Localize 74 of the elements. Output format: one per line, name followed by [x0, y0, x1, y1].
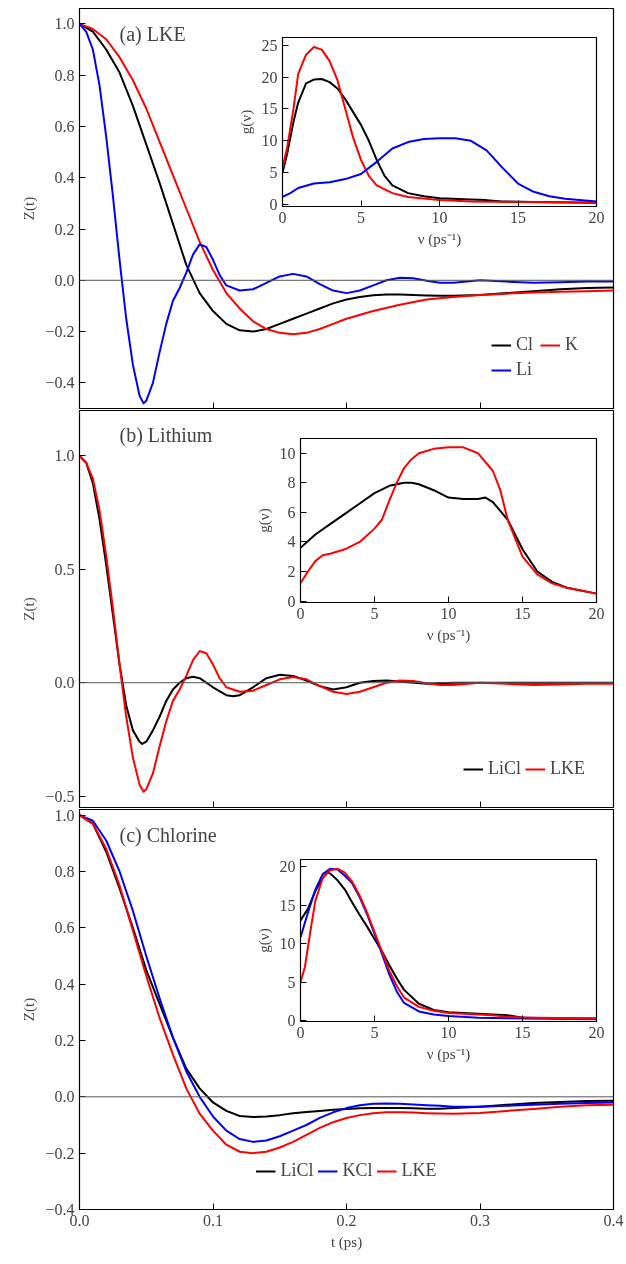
x-tick-label: 0.1 — [203, 1211, 223, 1229]
y-tick-label: 0.0 — [54, 271, 75, 289]
y-tick-label: 4 — [287, 533, 296, 551]
y-axis-title: g(ν) — [255, 928, 273, 953]
y-tick-label: 0.8 — [54, 66, 75, 84]
legend-label: Li — [516, 359, 533, 380]
y-tick-label: 10 — [279, 444, 296, 462]
legend-label: K — [565, 334, 579, 355]
y-tick-label: 2 — [287, 562, 296, 580]
y-tick-label: 0 — [287, 1012, 296, 1030]
x-tick-label: 0.2 — [336, 1211, 357, 1229]
y-tick-label: 0.0 — [54, 1088, 75, 1106]
x-tick-label: 15 — [510, 208, 526, 226]
line-series — [282, 137, 597, 203]
x-tick-label: 20 — [588, 604, 605, 622]
y-tick-label: 20 — [261, 68, 278, 86]
y-tick-label: 1.0 — [54, 447, 75, 465]
y-tick-label: 15 — [261, 100, 278, 118]
x-tick-label: 5 — [357, 208, 365, 226]
y-axis-title: Z(t) — [21, 997, 39, 1022]
y-tick-label: 10 — [261, 132, 278, 150]
y-tick-label: 1.0 — [54, 806, 75, 824]
y-tick-label: 0.6 — [54, 117, 75, 135]
legend-label: LKE — [550, 758, 585, 779]
y-axis-title: Z(t) — [21, 196, 39, 221]
annotation: (c) Chlorine — [119, 823, 217, 847]
y-tick-label: 0.4 — [54, 975, 75, 993]
y-axis-title: Z(t) — [21, 597, 39, 621]
y-tick-label: 0 — [269, 196, 278, 214]
line-series — [79, 22, 614, 405]
y-tick-label: 8 — [287, 474, 296, 492]
x-axis-title: ν (ps⁻¹) — [417, 230, 462, 248]
y-tick-label: 20 — [279, 857, 296, 875]
y-tick-label: 0.5 — [54, 560, 75, 578]
legend-label: LiCl — [280, 1160, 314, 1181]
x-tick-label: 0.3 — [470, 1211, 490, 1229]
x-tick-label: 20 — [588, 1023, 605, 1041]
y-tick-label: 0.8 — [54, 862, 75, 880]
x-tick-label: 10 — [440, 1023, 457, 1041]
annotation: (b) Lithium — [119, 424, 213, 448]
y-tick-label: 5 — [287, 973, 296, 991]
y-tick-label: 15 — [279, 896, 296, 914]
y-tick-label: 10 — [279, 935, 296, 953]
x-axis-title: t (ps) — [330, 1233, 363, 1251]
y-tick-label: 6 — [287, 503, 296, 521]
y-tick-label: −0.4 — [45, 374, 75, 392]
y-axis-title: g(ν) — [255, 508, 273, 533]
x-axis-title: ν (ps⁻¹) — [426, 626, 471, 644]
x-tick-label: 20 — [588, 208, 605, 226]
legend-label: LiCl — [487, 758, 521, 779]
y-tick-label: 0.2 — [54, 220, 75, 238]
y-tick-label: 25 — [261, 36, 278, 54]
legend-label: KCl — [342, 1160, 373, 1181]
x-tick-label: 10 — [431, 208, 448, 226]
y-tick-label: 0.4 — [54, 169, 75, 187]
legend-label: Cl — [516, 334, 534, 355]
y-tick-label: −0.2 — [45, 1144, 75, 1162]
x-tick-label: 10 — [440, 604, 457, 622]
x-axis-title: ν (ps⁻¹) — [426, 1045, 471, 1063]
y-tick-label: 0 — [287, 592, 296, 610]
x-tick-label: 5 — [370, 1023, 379, 1041]
x-tick-label: 15 — [514, 1023, 531, 1041]
y-tick-label: 5 — [269, 164, 278, 182]
y-tick-label: 1.0 — [54, 15, 75, 33]
y-axis-title: g(ν) — [237, 109, 255, 135]
y-tick-label: 0.6 — [54, 919, 75, 937]
x-tick-label: 15 — [514, 604, 531, 622]
y-tick-label: −0.2 — [45, 323, 75, 341]
legend-label: LKE — [401, 1160, 437, 1181]
y-tick-label: 0.0 — [54, 674, 75, 692]
x-tick-label: 0.4 — [603, 1211, 624, 1229]
annotation: (a) LKE — [119, 22, 186, 46]
y-tick-label: −0.5 — [45, 787, 75, 805]
x-tick-label: 5 — [370, 604, 379, 622]
